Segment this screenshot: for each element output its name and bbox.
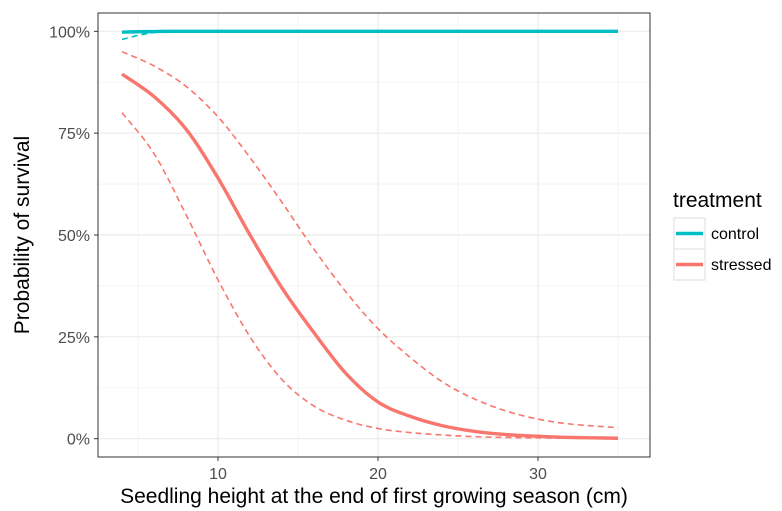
- x-axis-title: Seedling height at the end of first grow…: [120, 485, 628, 508]
- series-control-line: [121, 29, 618, 34]
- x-tick-label: 10: [209, 466, 227, 483]
- plot-panel: [97, 12, 651, 458]
- legend-title: treatment: [673, 189, 762, 212]
- series-stressed-line: [121, 72, 619, 440]
- legend-entry-stressed: stressed: [673, 248, 771, 281]
- y-tick-label: 100%: [49, 24, 90, 41]
- legend: treatment control stressed: [673, 189, 771, 281]
- legend-entries: control stressed: [673, 217, 771, 281]
- series-stressed-lower-bound: [121, 112, 619, 440]
- y-axis-title: Probability of survival: [11, 136, 34, 334]
- legend-label-control: control: [711, 226, 759, 243]
- y-tick-label: 75%: [58, 126, 90, 143]
- series-stressed-upper-bound: [121, 50, 619, 429]
- legend-label-stressed: stressed: [711, 257, 771, 274]
- x-tick-label: 30: [529, 466, 547, 483]
- x-tick-label: 20: [369, 466, 387, 483]
- y-tick-label: 0%: [67, 432, 90, 449]
- axes: 10 20 30 0% 25% 50% 75% 100%: [49, 24, 547, 483]
- y-tick-label: 25%: [58, 330, 90, 347]
- grid-lines: [98, 13, 650, 457]
- series-layer: [121, 29, 619, 440]
- legend-entry-control: control: [673, 217, 759, 250]
- series-control: [121, 29, 618, 41]
- y-tick-label: 50%: [58, 228, 90, 245]
- series-stressed: [121, 50, 619, 440]
